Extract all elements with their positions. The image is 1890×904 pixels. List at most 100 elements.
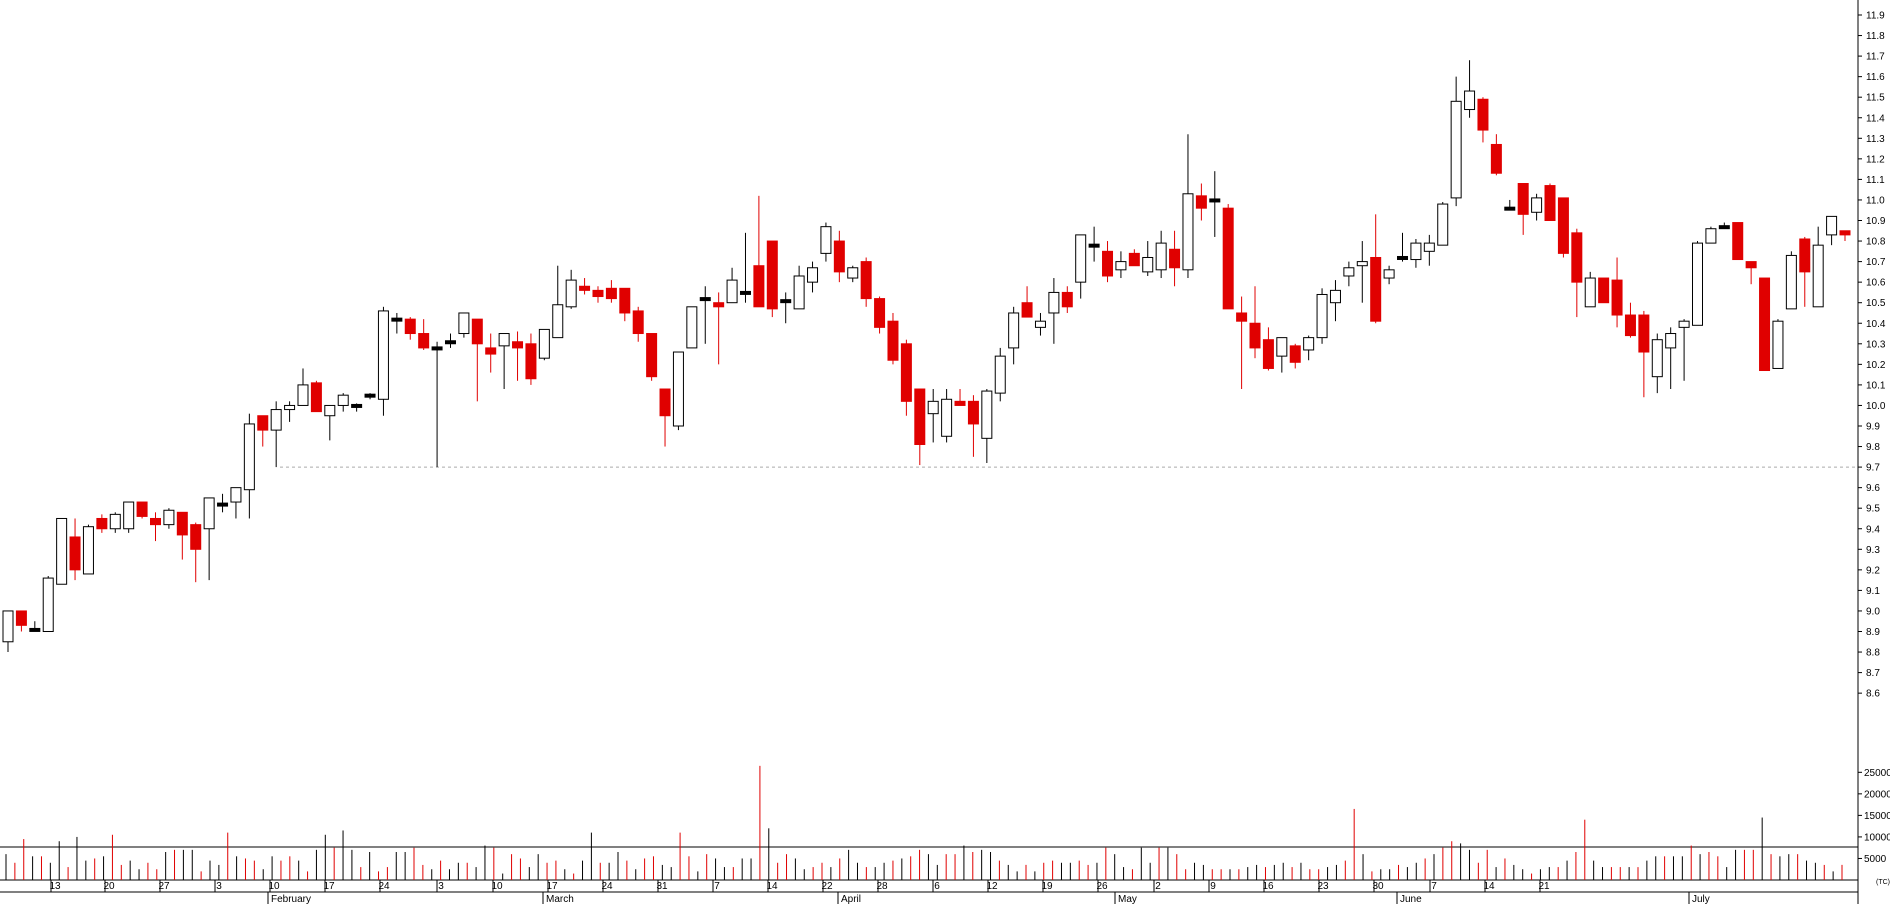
candle-body <box>1370 256 1382 322</box>
candle-body <box>981 390 993 439</box>
candle-body <box>1048 291 1060 314</box>
day-label: 22 <box>821 881 833 892</box>
volume-unit-tag: (TC) <box>1876 879 1890 886</box>
candle-body <box>726 279 738 304</box>
day-label: 12 <box>986 881 998 892</box>
candle-body <box>1692 242 1704 326</box>
candle-body <box>900 343 912 402</box>
price-tick-label: 11.6 <box>1866 72 1885 83</box>
candle-body <box>1839 230 1851 236</box>
candle-body <box>1303 337 1315 351</box>
price-tick-label: 11.7 <box>1866 52 1885 63</box>
price-tick-label: 11.4 <box>1866 113 1885 124</box>
candle-body <box>552 304 564 339</box>
candle-body <box>1611 279 1623 316</box>
candle-body <box>1209 198 1221 203</box>
day-label: 13 <box>49 881 61 892</box>
candle-body <box>498 333 510 347</box>
candle-body <box>927 400 939 415</box>
candle-body <box>82 526 94 575</box>
candle-body <box>941 398 953 437</box>
candle-body <box>592 289 604 298</box>
candle-body <box>1732 222 1744 261</box>
candle-body <box>1115 261 1127 271</box>
candle-body <box>766 240 778 310</box>
price-tick-label: 8.7 <box>1866 668 1880 679</box>
candle-body <box>217 502 229 507</box>
candle-body <box>230 487 242 503</box>
day-label: 14 <box>1483 881 1495 892</box>
candle-body <box>1249 322 1261 349</box>
price-tick-label: 9.7 <box>1866 463 1880 474</box>
candle-body <box>1772 320 1784 369</box>
candle-body <box>163 509 175 526</box>
day-label: 23 <box>1317 881 1329 892</box>
candle-body <box>418 333 430 349</box>
candle-body <box>713 302 725 308</box>
candle-body <box>377 310 389 400</box>
candle-body <box>29 627 41 632</box>
candle-body <box>1142 256 1154 273</box>
candle-body <box>337 394 349 406</box>
price-tick-label: 11.1 <box>1866 175 1885 186</box>
candle-body <box>1799 238 1811 273</box>
candle-body <box>646 333 658 378</box>
candle-body <box>659 388 671 417</box>
candle-body <box>793 275 805 310</box>
candle-body <box>847 267 859 279</box>
candle-body <box>672 351 684 427</box>
price-tick-label: 10.0 <box>1866 401 1886 412</box>
price-tick-label: 10.9 <box>1866 216 1886 227</box>
price-tick-label: 11.2 <box>1866 154 1885 165</box>
candle-body <box>1638 314 1650 353</box>
candle-body <box>994 355 1006 394</box>
candle-body <box>1759 277 1771 372</box>
price-tick-label: 11.3 <box>1866 134 1885 145</box>
price-tick-label: 9.5 <box>1866 504 1880 515</box>
candle-body <box>109 513 121 530</box>
candle-body <box>1128 252 1140 267</box>
price-tick-label: 9.1 <box>1866 586 1880 597</box>
volume-axis: 5000 10000 15000 20000 25000 <box>1858 768 1890 865</box>
candle-body <box>1557 197 1569 254</box>
candle-body <box>1262 339 1274 369</box>
candle-body <box>1665 333 1677 349</box>
month-label: July <box>1692 894 1710 904</box>
day-label: 10 <box>268 881 280 892</box>
candle-body <box>1517 183 1529 215</box>
volume-tick-label: 20000 <box>1864 789 1890 800</box>
price-tick-label: 11.8 <box>1866 31 1885 42</box>
month-label: June <box>1400 894 1422 904</box>
candle-body <box>807 267 819 283</box>
month-label: March <box>546 894 574 904</box>
candle-body <box>56 517 68 585</box>
candle-body <box>284 404 296 411</box>
price-axis: 8.6 8.7 8.8 8.9 9.0 9.1 9.2 9.3 9.4 9.5 9.6 9.7 9.8 9… <box>1858 11 1886 700</box>
volume-tick-label: 25000 <box>1864 768 1890 779</box>
candle-body <box>404 318 416 335</box>
day-label: 26 <box>1096 881 1108 892</box>
candle-body <box>1034 320 1046 328</box>
price-tick-label: 10.5 <box>1866 298 1886 309</box>
candle-body <box>1598 277 1610 304</box>
candle-body <box>686 306 698 349</box>
candle-body <box>1182 193 1194 271</box>
candle-body <box>1316 293 1328 339</box>
candle-body <box>1329 289 1341 304</box>
candle-body <box>297 384 309 406</box>
month-label: February <box>271 894 311 904</box>
candle-body <box>579 285 591 291</box>
price-tick-label: 9.2 <box>1866 565 1880 576</box>
day-label: 3 <box>438 881 444 892</box>
price-tick-label: 9.4 <box>1866 524 1880 535</box>
candle-body <box>1785 254 1797 310</box>
candle-body <box>391 317 403 322</box>
date-axis: 13 20 27 3 10 17 24 3 10 17 24 31 7 14 22 28 6 12 19 26 2 9 16… <box>0 880 1858 904</box>
candle-body <box>967 400 979 425</box>
candle-body <box>243 423 255 491</box>
candle-body <box>42 577 54 633</box>
candle-body <box>1075 234 1087 283</box>
day-label: 17 <box>323 881 335 892</box>
candle-body <box>1584 277 1596 308</box>
